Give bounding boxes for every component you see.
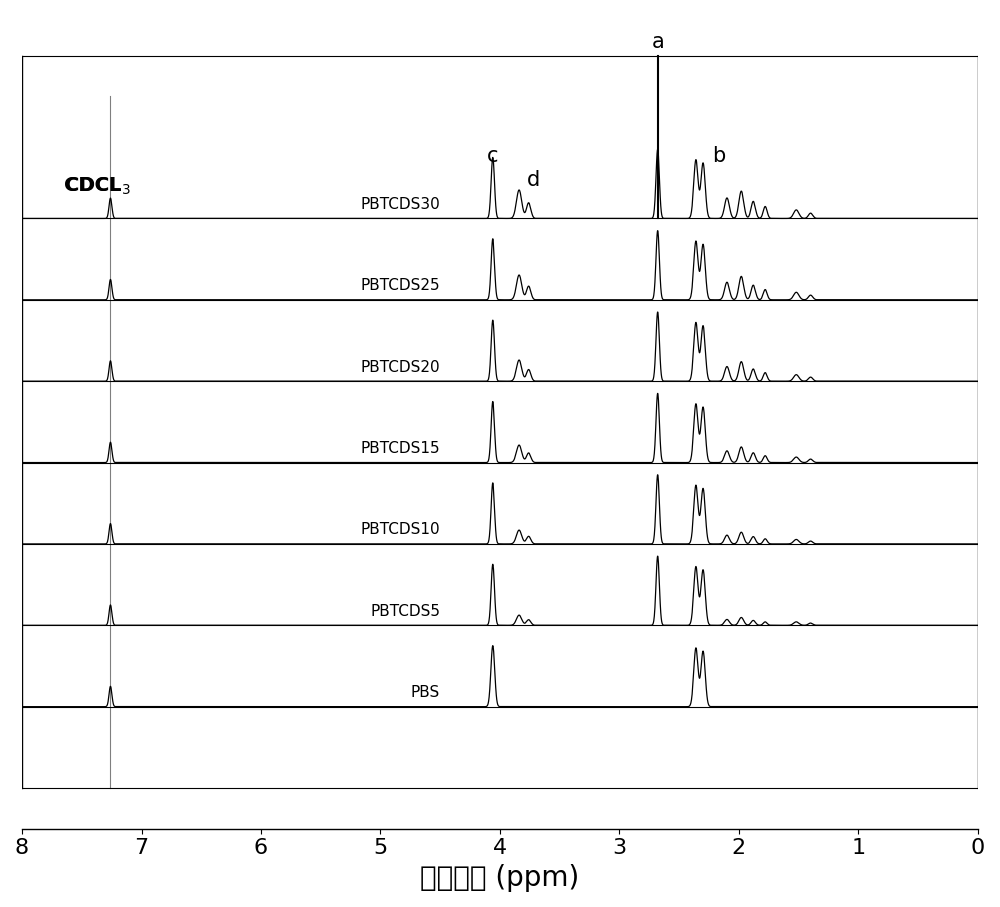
Text: PBTCDS5: PBTCDS5 xyxy=(370,604,440,619)
Text: PBTCDS20: PBTCDS20 xyxy=(361,360,440,375)
Text: d: d xyxy=(527,170,540,190)
Text: PBTCDS10: PBTCDS10 xyxy=(361,522,440,538)
Text: PBTCDS15: PBTCDS15 xyxy=(361,441,440,456)
Text: PBTCDS25: PBTCDS25 xyxy=(361,278,440,293)
Text: b: b xyxy=(712,145,725,166)
Text: PBTCDS30: PBTCDS30 xyxy=(360,197,440,212)
Text: CDCL: CDCL xyxy=(64,176,121,195)
Text: PBS: PBS xyxy=(411,685,440,700)
X-axis label: 化学位移 (ppm): 化学位移 (ppm) xyxy=(420,864,580,892)
Text: c: c xyxy=(487,145,499,166)
Text: a: a xyxy=(651,32,664,52)
Text: CDCL$_3$: CDCL$_3$ xyxy=(64,175,131,197)
